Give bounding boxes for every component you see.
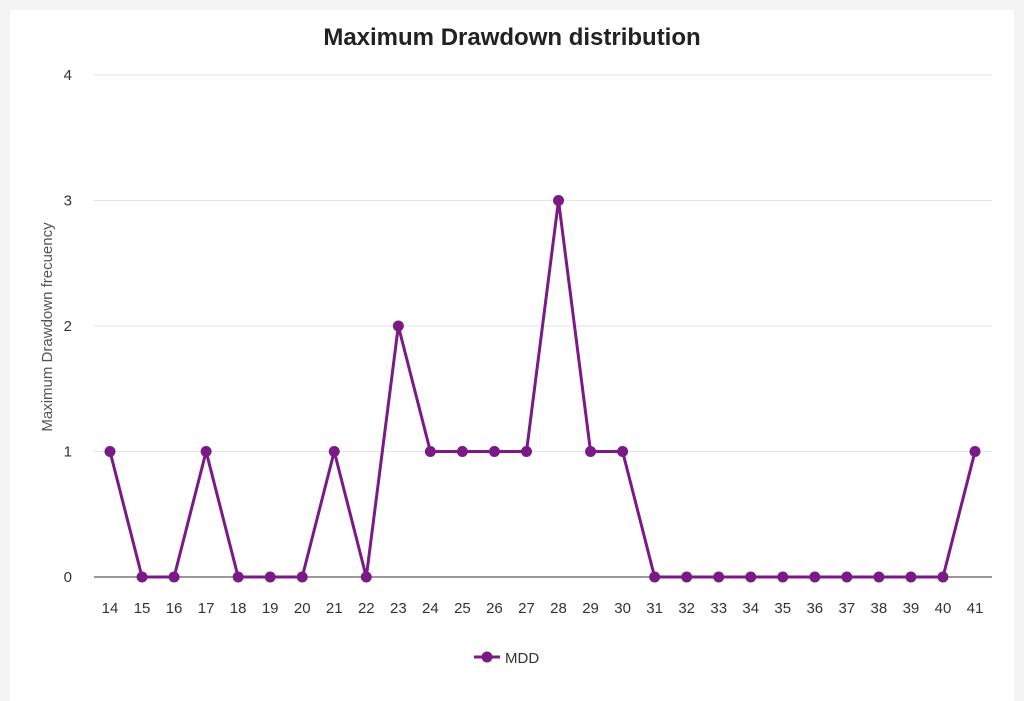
data-point[interactable] <box>104 446 116 457</box>
x-tick-label: 40 <box>935 600 952 617</box>
chart-title: Maximum Drawdown distribution <box>323 24 700 51</box>
x-tick-label: 23 <box>390 600 407 617</box>
data-point[interactable] <box>136 571 148 583</box>
x-tick-label: 28 <box>550 600 567 617</box>
x-tick-label: 37 <box>839 600 856 617</box>
data-point[interactable] <box>809 571 821 583</box>
legend-swatch-marker <box>481 651 493 663</box>
data-point[interactable] <box>649 571 661 583</box>
data-point[interactable] <box>969 446 981 457</box>
data-point[interactable] <box>488 446 500 457</box>
x-tick-label: 20 <box>294 600 311 617</box>
x-tick-label: 25 <box>454 600 471 617</box>
x-tick-label: 38 <box>871 600 888 617</box>
y-tick-label: 0 <box>64 569 72 586</box>
x-tick-label: 17 <box>198 600 215 617</box>
data-point[interactable] <box>905 571 917 583</box>
data-point[interactable] <box>617 446 629 457</box>
data-point[interactable] <box>873 571 885 583</box>
series-line-mdd <box>108 199 977 579</box>
x-tick-label: 14 <box>102 600 119 617</box>
x-tick-label: 22 <box>358 600 375 617</box>
x-tick-label: 21 <box>326 600 343 617</box>
data-point[interactable] <box>841 571 853 583</box>
x-tick-label: 34 <box>742 600 759 617</box>
x-tick-label: 29 <box>582 600 599 617</box>
data-point[interactable] <box>424 446 436 457</box>
x-tick-label: 27 <box>518 600 535 617</box>
y-tick-label: 3 <box>64 193 72 210</box>
y-axis-label: Maximum Drawdown frecuency <box>39 222 56 432</box>
data-point[interactable] <box>296 571 308 583</box>
x-tick-label: 41 <box>967 600 984 617</box>
x-tick-label: 32 <box>678 600 695 617</box>
data-point[interactable] <box>392 320 404 332</box>
x-tick-label: 31 <box>646 600 663 617</box>
data-point[interactable] <box>585 446 597 457</box>
legend-label-mdd: MDD <box>505 650 539 667</box>
x-tick-label: 19 <box>262 600 279 617</box>
y-tick-label: 2 <box>64 318 72 335</box>
data-point[interactable] <box>328 446 340 457</box>
data-point[interactable] <box>681 571 693 583</box>
data-point[interactable] <box>520 446 532 457</box>
x-tick-label: 26 <box>486 600 503 617</box>
data-point[interactable] <box>456 446 468 457</box>
x-tick-label: 35 <box>774 600 791 617</box>
data-point[interactable] <box>264 571 276 583</box>
chart-card <box>10 10 1014 701</box>
x-tick-label: 18 <box>230 600 247 617</box>
gridlines <box>94 74 992 452</box>
data-point[interactable] <box>713 571 725 583</box>
y-axis-ticks: 0 1 2 3 4 <box>64 67 72 586</box>
x-tick-label: 16 <box>166 600 183 617</box>
data-point[interactable] <box>777 571 789 583</box>
x-tick-label: 24 <box>422 600 439 617</box>
x-axis-ticks: 14 15 16 17 18 19 20 21 22 23 24 25 26 27 28 29 30 31 32 33… <box>102 600 984 617</box>
legend[interactable]: MDD <box>474 650 539 667</box>
data-point[interactable] <box>553 195 565 206</box>
y-tick-label: 1 <box>64 444 72 461</box>
y-tick-label: 4 <box>64 67 72 84</box>
data-point[interactable] <box>745 571 757 583</box>
data-point[interactable] <box>360 571 372 583</box>
data-point[interactable] <box>168 571 180 583</box>
x-tick-label: 15 <box>134 600 151 617</box>
data-point[interactable] <box>200 446 212 457</box>
x-tick-label: 36 <box>806 600 823 617</box>
series-mdd <box>104 195 981 583</box>
x-tick-label: 33 <box>710 600 727 617</box>
x-tick-label: 30 <box>614 600 631 617</box>
x-tick-label: 39 <box>903 600 920 617</box>
data-point[interactable] <box>937 571 949 583</box>
data-point[interactable] <box>232 571 244 583</box>
